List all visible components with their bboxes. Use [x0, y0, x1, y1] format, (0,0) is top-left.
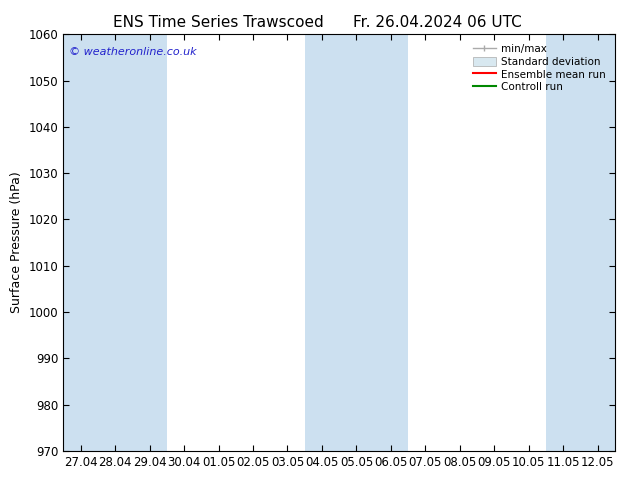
Bar: [133, 34, 167, 451]
Bar: [546, 34, 581, 451]
Bar: [581, 34, 615, 451]
Bar: [373, 34, 408, 451]
Bar: [63, 34, 98, 451]
Bar: [305, 34, 339, 451]
Y-axis label: Surface Pressure (hPa): Surface Pressure (hPa): [10, 172, 23, 314]
Legend: min/max, Standard deviation, Ensemble mean run, Controll run: min/max, Standard deviation, Ensemble me…: [469, 40, 610, 97]
Text: © weatheronline.co.uk: © weatheronline.co.uk: [69, 47, 197, 57]
Bar: [339, 34, 373, 451]
Bar: [98, 34, 133, 451]
Text: ENS Time Series Trawscoed      Fr. 26.04.2024 06 UTC: ENS Time Series Trawscoed Fr. 26.04.2024…: [113, 15, 521, 30]
